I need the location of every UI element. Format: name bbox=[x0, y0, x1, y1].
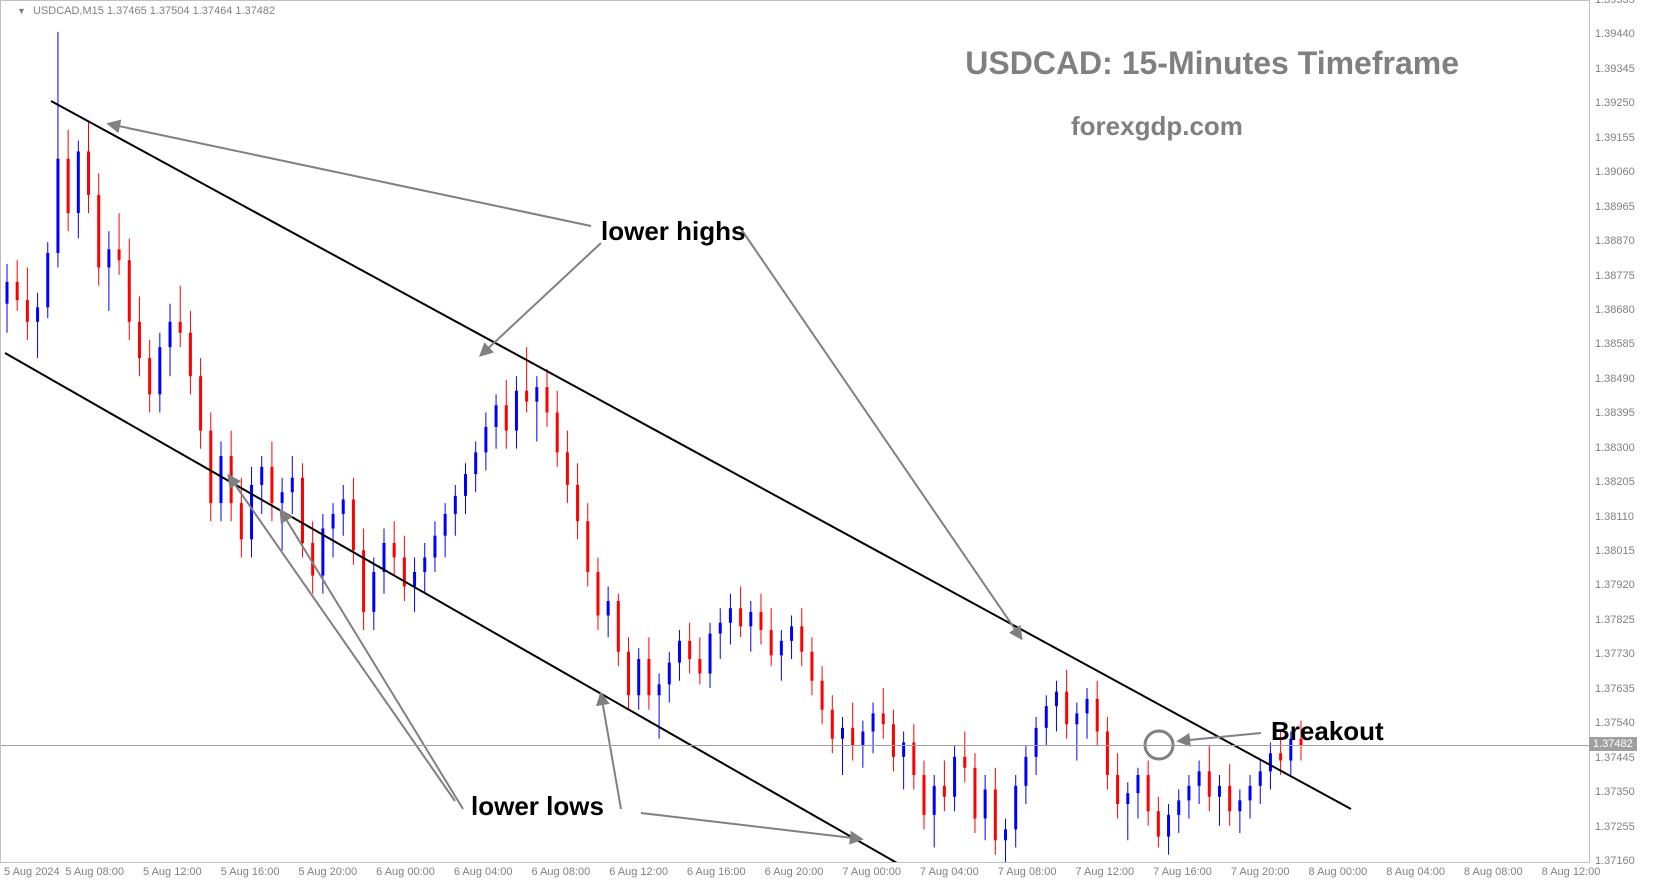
y-tick: 1.37350 bbox=[1595, 786, 1635, 798]
x-tick: 6 Aug 08:00 bbox=[532, 866, 591, 878]
x-tick: 8 Aug 00:00 bbox=[1309, 866, 1368, 878]
y-tick: 1.38015 bbox=[1595, 545, 1635, 557]
plot-area[interactable]: ▼ USDCAD,M15 1.37465 1.37504 1.37464 1.3… bbox=[0, 0, 1590, 863]
y-tick: 1.38680 bbox=[1595, 304, 1635, 316]
x-tick: 6 Aug 04:00 bbox=[454, 866, 513, 878]
symbol-info: ▼ USDCAD,M15 1.37465 1.37504 1.37464 1.3… bbox=[17, 5, 275, 17]
x-tick: 6 Aug 16:00 bbox=[687, 866, 746, 878]
y-tick: 1.38300 bbox=[1595, 442, 1635, 454]
y-tick: 1.37445 bbox=[1595, 752, 1635, 764]
x-tick: 8 Aug 04:00 bbox=[1386, 866, 1445, 878]
x-tick: 8 Aug 08:00 bbox=[1464, 866, 1523, 878]
x-tick: 8 Aug 12:00 bbox=[1542, 866, 1601, 878]
x-tick: 5 Aug 20:00 bbox=[298, 866, 357, 878]
chart-container: ▼ USDCAD,M15 1.37465 1.37504 1.37464 1.3… bbox=[0, 0, 1673, 888]
y-tick: 1.38490 bbox=[1595, 373, 1635, 385]
x-axis: 5 Aug 2024 5 Aug 08:00 5 Aug 12:00 5 Aug 16… bbox=[0, 862, 1588, 888]
y-tick: 1.38205 bbox=[1595, 476, 1635, 488]
x-tick: 7 Aug 08:00 bbox=[998, 866, 1057, 878]
y-tick: 1.37160 bbox=[1595, 855, 1635, 867]
y-tick: 1.38775 bbox=[1595, 270, 1635, 282]
y-tick: 1.39250 bbox=[1595, 97, 1635, 109]
x-tick: 5 Aug 16:00 bbox=[221, 866, 280, 878]
y-tick: 1.37730 bbox=[1595, 648, 1635, 660]
y-tick: 1.39345 bbox=[1595, 63, 1635, 75]
annotation-lower-highs: lower highs bbox=[601, 216, 745, 247]
y-tick: 1.39440 bbox=[1595, 28, 1635, 40]
x-tick: 7 Aug 20:00 bbox=[1231, 866, 1290, 878]
x-tick: 7 Aug 16:00 bbox=[1153, 866, 1212, 878]
y-tick: 1.39155 bbox=[1595, 132, 1635, 144]
chart-subtitle: forexgdp.com bbox=[1071, 111, 1243, 142]
y-tick: 1.37635 bbox=[1595, 683, 1635, 695]
x-tick: 7 Aug 04:00 bbox=[920, 866, 979, 878]
y-tick: 1.38870 bbox=[1595, 235, 1635, 247]
x-tick: 5 Aug 2024 bbox=[4, 866, 60, 878]
y-tick: 1.39060 bbox=[1595, 166, 1635, 178]
dropdown-arrow-icon: ▼ bbox=[17, 6, 26, 16]
y-tick: 1.38110 bbox=[1595, 511, 1634, 523]
y-tick: 1.37825 bbox=[1595, 614, 1635, 626]
x-tick: 6 Aug 12:00 bbox=[609, 866, 668, 878]
x-tick: 5 Aug 12:00 bbox=[143, 866, 202, 878]
annotation-breakout: Breakout bbox=[1271, 716, 1384, 747]
current-price-line bbox=[1, 745, 1589, 746]
x-tick: 6 Aug 00:00 bbox=[376, 866, 435, 878]
x-tick: 6 Aug 20:00 bbox=[765, 866, 824, 878]
y-tick: 1.38585 bbox=[1595, 338, 1635, 350]
annotation-lower-lows: lower lows bbox=[471, 791, 604, 822]
x-tick: 7 Aug 00:00 bbox=[842, 866, 901, 878]
y-tick: 1.37920 bbox=[1595, 579, 1635, 591]
chart-title: USDCAD: 15-Minutes Timeframe bbox=[965, 45, 1459, 82]
x-tick: 7 Aug 12:00 bbox=[1075, 866, 1134, 878]
y-tick: 1.38965 bbox=[1595, 201, 1635, 213]
y-axis: 1.39535 1.39440 1.39345 1.39250 1.39155 1.390… bbox=[1589, 0, 1673, 861]
y-tick: 1.38395 bbox=[1595, 407, 1635, 419]
y-tick: 1.37540 bbox=[1595, 717, 1635, 729]
y-tick: 1.39535 bbox=[1595, 0, 1635, 6]
symbol-info-text: USDCAD,M15 1.37465 1.37504 1.37464 1.374… bbox=[33, 5, 275, 17]
x-tick: 5 Aug 08:00 bbox=[65, 866, 124, 878]
y-tick: 1.37255 bbox=[1595, 821, 1635, 833]
